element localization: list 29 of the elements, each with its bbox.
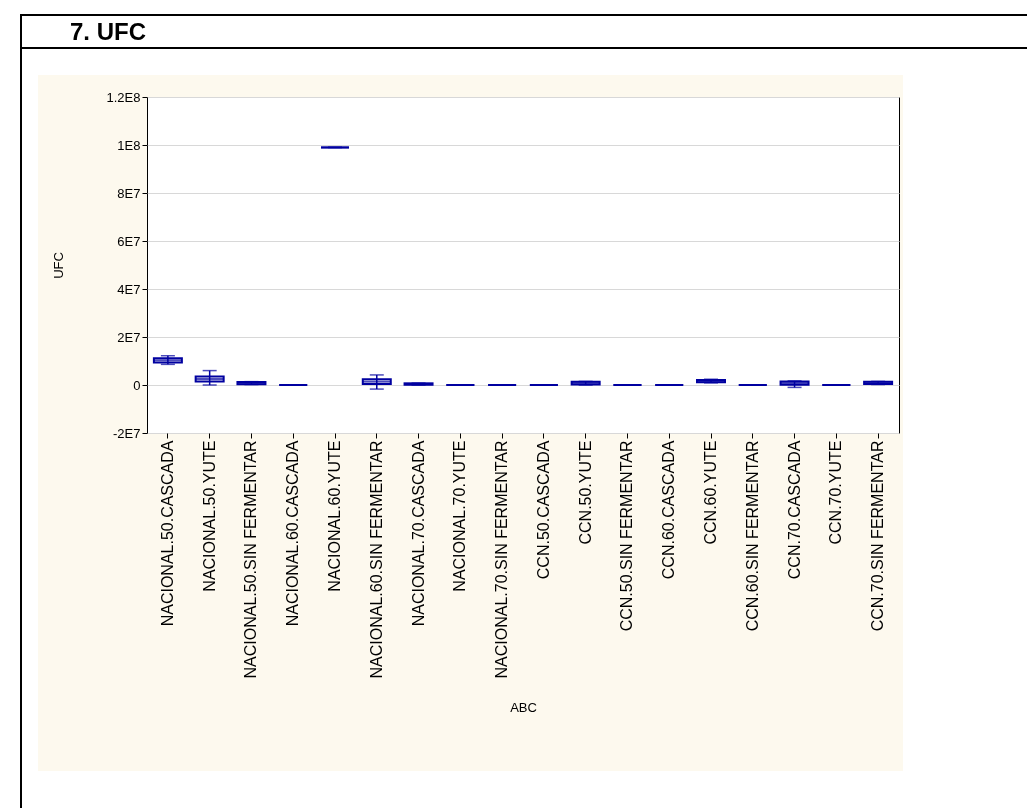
x-axis-title: ABC	[510, 699, 537, 715]
x-tick-label: CCN.60.SIN FERMENTAR	[743, 440, 761, 632]
x-tick-label: NACIONAL.60.SIN FERMENTAR	[367, 440, 385, 679]
x-tick-label: NACIONAL.50.SIN FERMENTAR	[242, 440, 260, 679]
y-axis-title: UFC	[50, 252, 66, 279]
y-tick-label: 1.2E8	[106, 89, 141, 105]
y-tick-label: 0	[133, 377, 141, 393]
x-tick-label: CCN.70.SIN FERMENTAR	[869, 440, 887, 632]
y-tick-label: 4E7	[117, 281, 141, 297]
x-tick-label: NACIONAL.70.YUTE	[451, 440, 469, 592]
x-tick-label: CCN.50.CASCADA	[534, 440, 552, 580]
x-tick-label: CCN.60.CASCADA	[660, 440, 678, 580]
y-tick-label: 2E7	[117, 329, 141, 345]
x-tick-label: CCN.50.SIN FERMENTAR	[618, 440, 636, 632]
x-tick-label: CCN.60.YUTE	[702, 440, 719, 545]
x-tick-label: CCN.70.CASCADA	[785, 440, 803, 580]
y-tick-label: 8E7	[117, 185, 141, 201]
chart-title: 7. UFC	[70, 18, 147, 46]
x-tick-label: NACIONAL.50.CASCADA	[158, 440, 176, 627]
x-tick-label: NACIONAL.70.SIN FERMENTAR	[493, 440, 511, 679]
x-tick-label: CCN.50.YUTE	[576, 440, 594, 545]
y-tick-label: -2E7	[113, 425, 141, 441]
y-tick-label: 1E8	[117, 137, 141, 153]
y-tick-label: 6E7	[117, 233, 141, 249]
x-tick-label: NACIONAL.50.YUTE	[200, 440, 218, 592]
x-tick-label: NACIONAL.60.YUTE	[326, 440, 343, 592]
x-tick-label: NACIONAL.60.CASCADA	[284, 440, 302, 627]
x-tick-label: NACIONAL.70.CASCADA	[409, 440, 427, 627]
x-tick-label: CCN.70.YUTE	[827, 440, 845, 545]
